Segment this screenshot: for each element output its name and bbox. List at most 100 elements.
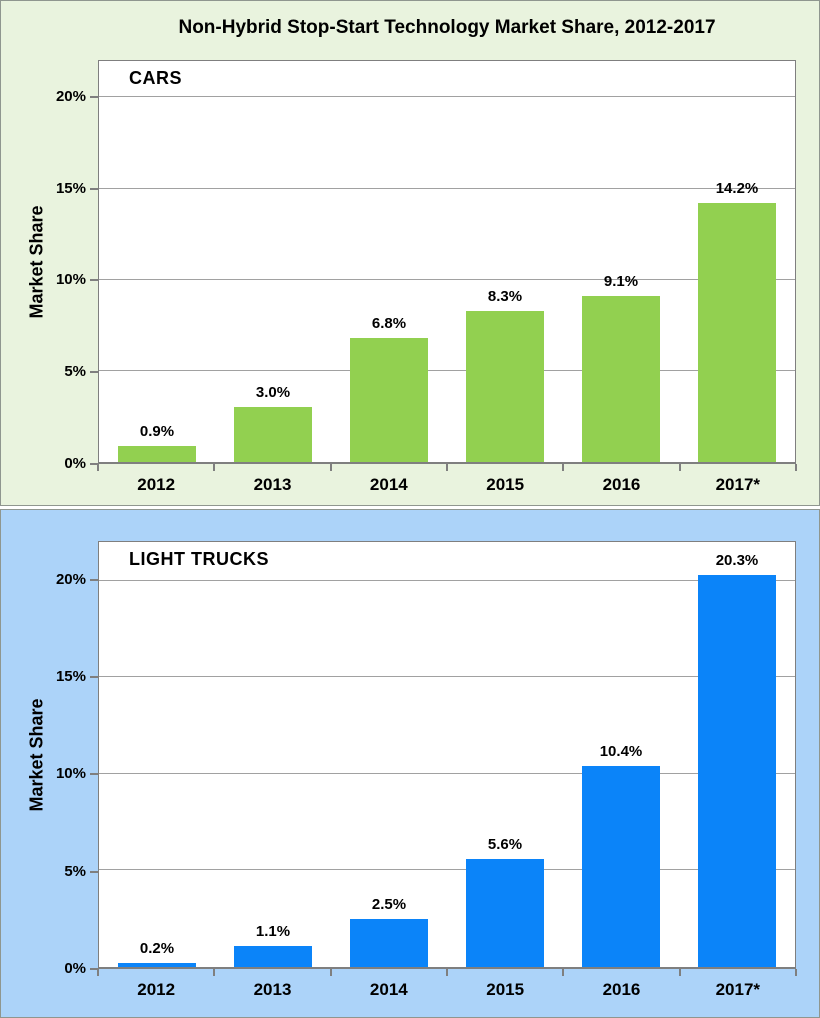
category-cell-2016: 10.4% bbox=[563, 542, 679, 967]
category-cell-2012: 0.9% bbox=[99, 61, 215, 462]
gridline-20pct bbox=[99, 579, 795, 581]
ytick-label-15pct: 15% bbox=[55, 668, 86, 686]
category-cell-2013: 1.1% bbox=[215, 542, 331, 967]
ytick-mark-15pct bbox=[90, 676, 98, 679]
bar-2016 bbox=[582, 766, 660, 967]
bar-value-label: 2.5% bbox=[371, 895, 407, 913]
ytick-mark-10pct bbox=[90, 773, 98, 776]
xtick-mark-3 bbox=[446, 969, 448, 976]
x-axis-label-2014: 2014 bbox=[369, 475, 408, 494]
bar-value-label: 0.9% bbox=[139, 422, 175, 440]
x-axis-label-2017: 2017* bbox=[715, 475, 761, 494]
ytick-label-5pct: 5% bbox=[64, 862, 86, 880]
bar-2013 bbox=[234, 407, 312, 462]
xtick-mark-4 bbox=[562, 969, 565, 976]
xtick-mark-6 bbox=[795, 464, 797, 471]
category-cell-2015: 8.3% bbox=[447, 61, 563, 462]
bar-cells: 0.9% 3.0% 6.8% 8.3% 9.1% 14.2% bbox=[99, 61, 795, 462]
category-cell-2012: 0.2% bbox=[99, 542, 215, 967]
x-axis-label-2013: 2013 bbox=[253, 475, 292, 494]
bar-value-label: 5.6% bbox=[487, 835, 523, 853]
xtick-mark-2 bbox=[329, 464, 332, 471]
bar-2014 bbox=[350, 918, 428, 967]
y-axis-title: Market Share bbox=[26, 698, 47, 812]
bar-value-label: 8.3% bbox=[487, 287, 523, 305]
bar-value-label: 14.2% bbox=[715, 180, 759, 198]
bar-2012 bbox=[118, 445, 196, 462]
xtick-mark-2 bbox=[329, 969, 332, 976]
bar-value-label: 3.0% bbox=[255, 384, 291, 402]
x-axis-label-2012: 2012 bbox=[137, 475, 176, 494]
category-cell-2015: 5.6% bbox=[447, 542, 563, 967]
y-axis-title: Market Share bbox=[26, 205, 47, 319]
ytick-label-20pct: 20% bbox=[55, 570, 86, 588]
x-axis-label-2014: 2014 bbox=[369, 980, 408, 999]
gridline-10pct bbox=[99, 278, 795, 280]
xtick-mark-5 bbox=[678, 464, 681, 471]
xtick-mark-1 bbox=[213, 464, 216, 471]
category-cell-2014: 2.5% bbox=[331, 542, 447, 967]
ytick-mark-5pct bbox=[90, 870, 98, 873]
x-axis-label-2015: 2015 bbox=[486, 475, 525, 494]
xtick-mark-0 bbox=[97, 969, 99, 976]
bar-value-label: 10.4% bbox=[599, 743, 643, 761]
ytick-label-0pct: 0% bbox=[64, 455, 86, 472]
cars-plot-area: CARS 0.9% 3.0% 6.8% 8.3% 9.1% 14.2% bbox=[98, 60, 796, 464]
ytick-mark-5pct bbox=[90, 371, 98, 374]
category-cell-2013: 3.0% bbox=[215, 61, 331, 462]
xtick-mark-0 bbox=[97, 464, 99, 471]
xtick-mark-6 bbox=[795, 969, 797, 976]
ytick-mark-0pct bbox=[90, 968, 98, 970]
gridline-15pct bbox=[99, 676, 795, 678]
gridline-5pct bbox=[99, 869, 795, 871]
category-cell-2017: 20.3% bbox=[679, 542, 795, 967]
bar-value-label: 20.3% bbox=[715, 551, 759, 569]
ytick-mark-15pct bbox=[90, 187, 98, 190]
bar-value-label: 6.8% bbox=[371, 315, 407, 333]
xtick-mark-3 bbox=[446, 464, 448, 471]
gridline-20pct bbox=[99, 96, 795, 98]
figure-title: Non-Hybrid Stop-Start Technology Market … bbox=[178, 17, 716, 38]
bar-2014 bbox=[350, 338, 428, 462]
ytick-mark-20pct bbox=[90, 95, 98, 98]
bar-2013 bbox=[234, 945, 312, 967]
bar-2017 bbox=[698, 574, 776, 967]
bar-2015 bbox=[466, 858, 544, 967]
x-axis-label-2017: 2017* bbox=[715, 980, 761, 999]
category-cell-2016: 9.1% bbox=[563, 61, 679, 462]
x-axis-category-row: 2012 2013 2014 2015 2016 2017* bbox=[98, 980, 796, 1000]
x-axis-category-row: 2012 2013 2014 2015 2016 2017* bbox=[98, 475, 796, 495]
category-cell-2014: 6.8% bbox=[331, 61, 447, 462]
x-axis-label-2013: 2013 bbox=[253, 980, 292, 999]
bar-2015 bbox=[466, 310, 544, 462]
x-axis-label-2012: 2012 bbox=[137, 980, 176, 999]
x-axis-label-2015: 2015 bbox=[486, 980, 525, 999]
gridline-10pct bbox=[99, 772, 795, 774]
ytick-mark-20pct bbox=[90, 578, 98, 581]
xtick-mark-4 bbox=[562, 464, 565, 471]
ytick-label-15pct: 15% bbox=[55, 179, 86, 197]
x-axis-label-2016: 2016 bbox=[602, 980, 641, 999]
light-trucks-panel: LIGHT TRUCKS 0.2% 1.1% 2.5% 5.6% 10.4% 20.3% … bbox=[0, 509, 820, 1018]
ytick-label-10pct: 10% bbox=[55, 271, 86, 289]
bar-value-label: 9.1% bbox=[603, 273, 639, 291]
light-trucks-plot-label: LIGHT TRUCKS bbox=[129, 549, 269, 569]
xtick-mark-1 bbox=[213, 969, 216, 976]
ytick-mark-0pct bbox=[90, 463, 98, 465]
ytick-label-20pct: 20% bbox=[55, 87, 86, 105]
xtick-mark-5 bbox=[678, 969, 681, 976]
gridline-5pct bbox=[99, 369, 795, 371]
ytick-label-10pct: 10% bbox=[55, 765, 86, 783]
bar-value-label: 0.2% bbox=[139, 940, 175, 958]
bar-2017 bbox=[698, 203, 776, 462]
gridline-15pct bbox=[99, 187, 795, 189]
cars-plot-label: CARS bbox=[129, 68, 183, 88]
bar-value-label: 1.1% bbox=[255, 922, 291, 940]
category-cell-2017: 14.2% bbox=[679, 61, 795, 462]
bar-2012 bbox=[118, 963, 196, 967]
ytick-label-5pct: 5% bbox=[64, 363, 86, 381]
ytick-mark-10pct bbox=[90, 279, 98, 282]
bar-cells: 0.2% 1.1% 2.5% 5.6% 10.4% 20.3% bbox=[99, 542, 795, 967]
x-axis-label-2016: 2016 bbox=[602, 475, 641, 494]
